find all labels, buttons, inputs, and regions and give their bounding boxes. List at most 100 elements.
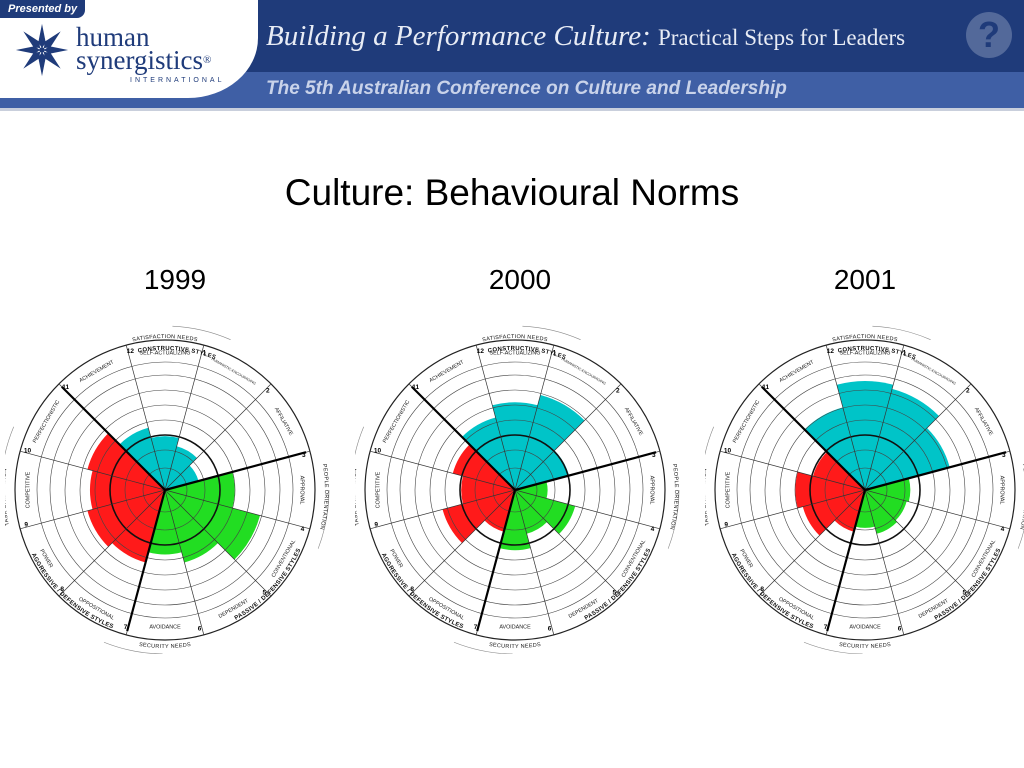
segment-divider [514,489,660,530]
style-number: 3 [302,452,306,459]
banner-divider [0,108,1024,111]
presented-by-label: Presented by [0,0,86,18]
style-number: 8 [760,586,764,593]
style-label: COMPETITIVE [375,471,381,508]
style-number: 3 [1002,452,1006,459]
style-label: AFFILIATIVE [623,407,644,438]
segment-divider [825,345,866,491]
percentile-ring [79,404,251,576]
style-label: COMPETITIVE [25,471,31,508]
style-label: APPROVAL [999,476,1005,505]
segment-divider [164,489,272,597]
header-banner: Presented by human synergistics® INTERNA… [0,0,1024,111]
percentile-ring [94,419,236,561]
style-number: 5 [613,590,617,597]
percentile-ring [124,449,206,531]
cluster-divider [164,451,307,492]
registered-mark: ® [203,54,212,66]
wedge-humanistic-encouraging [865,388,940,490]
percentile-ring [109,434,221,546]
style-number: 1 [553,349,557,356]
segment-divider [164,489,310,530]
style-label: SELF-ACTUALIZING [140,350,191,356]
conference-title-main: Building a Performance Culture: [266,20,651,52]
wedge-achievement [804,407,865,490]
satisfaction-needs-label: SATISFACTION NEEDS [482,334,548,343]
outer-ring [364,339,666,641]
style-label: APPROVAL [649,476,655,505]
logo-wordmark-synergistics: synergistics® [76,47,211,74]
segment-divider [720,489,866,530]
segment-divider [370,489,516,530]
cluster-divider [60,385,166,491]
wedge-power [802,490,865,536]
style-number: 12 [477,348,485,355]
wedge-perfectionistic [813,451,865,490]
style-number: 12 [127,348,135,355]
orientation-arc [355,325,680,654]
passive-defensive-label: PASSIVE / DEFENSIVE STYLES [934,548,1003,622]
segment-divider [514,489,555,635]
style-label: SELF-ACTUALIZING [840,350,891,356]
percentile-ring [414,389,616,591]
segment-divider [164,345,205,491]
help-icon: ? [966,12,1012,58]
wedge-dependent [165,490,219,563]
wedge-approval [865,478,911,502]
satisfaction-needs-label: SATISFACTION NEEDS [132,334,198,343]
conference-title-rest: Practical Steps for Leaders [657,25,906,50]
style-number: 2 [266,387,270,394]
style-label: AVOIDANCE [149,624,181,630]
wedge-oppositional [484,490,515,532]
percentile-ring [142,467,188,513]
wedge-approval [515,481,548,499]
style-label: ACHIEVEMENT [78,359,115,384]
style-number: 4 [651,526,655,533]
chart-year-2000: 2000 [488,264,552,295]
passive-defensive-label: PASSIVE / DEFENSIVE STYLES [234,548,303,622]
percentile-ring [474,449,556,531]
segment-divider [758,489,866,597]
conference-subtitle: The 5th Australian Conference on Culture… [266,78,787,99]
style-number: 4 [301,526,305,533]
wedge-self-actualizing [492,402,538,490]
segment-divider [58,489,166,597]
style-number: 7 [474,624,478,631]
style-label: HUMANISTIC-ENCOURAGING [211,357,257,386]
segment-divider [370,450,516,491]
segment-divider [125,345,166,491]
conference-title: Building a Performance Culture: Practica… [266,20,905,53]
cluster-divider [826,489,867,632]
circumplex-chart-2001: SELF-ACTUALIZING12HUMANISTIC-ENCOURAGING… [705,325,1024,654]
wedge-dependent [515,490,548,534]
cluster-divider [126,489,167,632]
cluster-divider [760,385,866,491]
percentile-ring [794,419,936,561]
aggressive-defensive-label: AGGRESSIVE / DEFENSIVE STYLES [380,552,464,630]
wedge-avoidance [148,490,182,555]
percentile-ring [49,374,281,606]
wedge-competitive [795,471,865,509]
style-number: 10 [724,447,732,454]
style-number: 2 [616,387,620,394]
percentile-ring [459,434,571,546]
segment-divider [864,383,972,491]
segment-divider [20,450,166,491]
chart-year-1999: 1999 [143,264,207,295]
logo-star-icon [15,23,69,77]
segment-divider [164,489,205,635]
cluster-divider [476,489,517,632]
wedge-avoidance [499,490,531,551]
style-number: 11 [762,384,769,391]
percentile-ring [809,434,921,546]
satisfaction-needs-label: SATISFACTION NEEDS [832,334,898,343]
segment-divider [514,489,622,597]
percentile-ring [429,404,601,576]
segment-divider [720,450,866,491]
style-number: 2 [966,387,970,394]
style-number: 11 [412,384,419,391]
style-label: SELF-ACTUALIZING [490,350,541,356]
style-number: 8 [60,586,64,593]
segment-divider [514,345,555,491]
percentile-ring [736,361,994,619]
